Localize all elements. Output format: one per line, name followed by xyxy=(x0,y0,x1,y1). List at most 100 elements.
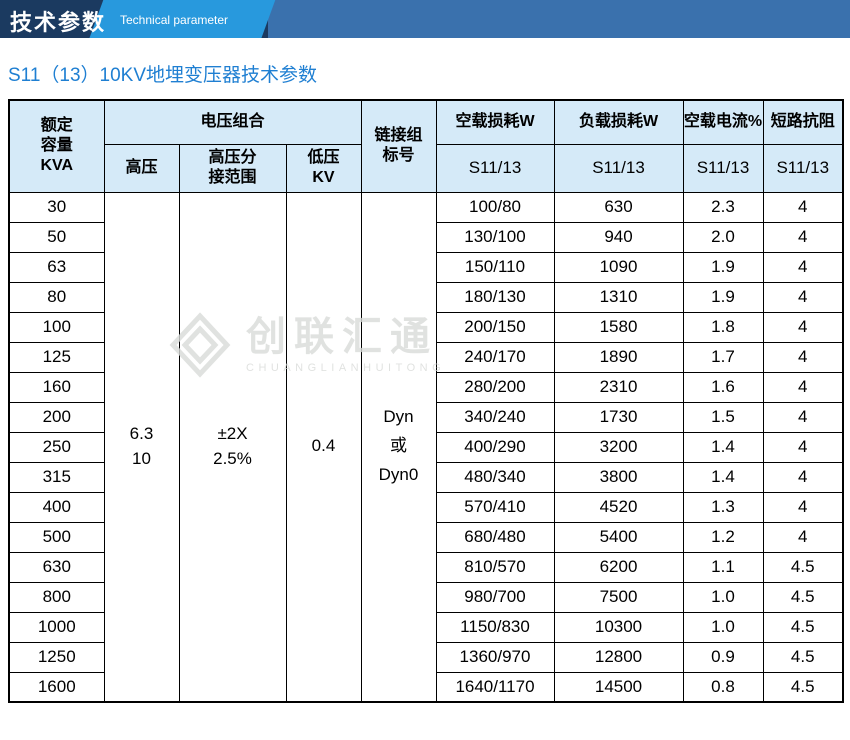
cell-load-loss: 1580 xyxy=(553,311,684,343)
header-sub-impedance: S11/13 xyxy=(762,143,844,193)
cell-short-circuit-impedance: 4 xyxy=(762,251,844,283)
header-sub-current: S11/13 xyxy=(682,143,764,193)
cell-rated-capacity: 500 xyxy=(8,521,105,553)
cell-no-load-loss: 1360/970 xyxy=(435,641,555,673)
cell-rated-capacity: 100 xyxy=(8,311,105,343)
cell-no-load-current: 1.9 xyxy=(682,251,764,283)
cell-no-load-loss: 200/150 xyxy=(435,311,555,343)
cell-rated-capacity: 630 xyxy=(8,551,105,583)
cell-no-load-current: 1.1 xyxy=(682,551,764,583)
header-short-circuit-impedance: 短路抗阻 xyxy=(762,99,844,145)
cell-short-circuit-impedance: 4 xyxy=(762,431,844,463)
cell-no-load-current: 1.3 xyxy=(682,491,764,523)
header-high-voltage: 高压 xyxy=(103,143,180,193)
cell-load-loss: 3200 xyxy=(553,431,684,463)
cell-no-load-current: 0.9 xyxy=(682,641,764,673)
cell-load-loss: 1090 xyxy=(553,251,684,283)
cell-no-load-loss: 100/80 xyxy=(435,191,555,223)
cell-load-loss: 10300 xyxy=(553,611,684,643)
table-row: 160 280/200 2310 1.6 4 xyxy=(8,371,844,403)
banner-right-strip xyxy=(268,0,850,38)
cell-rated-capacity: 80 xyxy=(8,281,105,313)
cell-no-load-current: 1.4 xyxy=(682,461,764,493)
cell-rated-capacity: 125 xyxy=(8,341,105,373)
cell-rated-capacity: 63 xyxy=(8,251,105,283)
cell-short-circuit-impedance: 4 xyxy=(762,401,844,433)
cell-rated-capacity: 250 xyxy=(8,431,105,463)
cell-short-circuit-impedance: 4.5 xyxy=(762,611,844,643)
top-banner: 技术参数 Technical parameter xyxy=(0,0,850,38)
cell-tap-range: ±2X 2.5% xyxy=(178,191,287,703)
cell-no-load-loss: 570/410 xyxy=(435,491,555,523)
cell-rated-capacity: 160 xyxy=(8,371,105,403)
table-row: 63 150/110 1090 1.9 4 xyxy=(8,251,844,283)
cell-no-load-current: 1.6 xyxy=(682,371,764,403)
cell-no-load-current: 2.0 xyxy=(682,221,764,253)
cell-no-load-loss: 1150/830 xyxy=(435,611,555,643)
cell-no-load-current: 1.0 xyxy=(682,581,764,613)
cell-no-load-current: 1.8 xyxy=(682,311,764,343)
cell-load-loss: 1890 xyxy=(553,341,684,373)
table-row: 400 570/410 4520 1.3 4 xyxy=(8,491,844,523)
cell-no-load-loss: 180/130 xyxy=(435,281,555,313)
cell-short-circuit-impedance: 4.5 xyxy=(762,581,844,613)
cell-load-loss: 7500 xyxy=(553,581,684,613)
cell-load-loss: 3800 xyxy=(553,461,684,493)
header-sub-no-load: S11/13 xyxy=(435,143,555,193)
cell-rated-capacity: 1000 xyxy=(8,611,105,643)
cell-no-load-loss: 400/290 xyxy=(435,431,555,463)
cell-no-load-current: 1.0 xyxy=(682,611,764,643)
cell-high-voltage: 6.3 10 xyxy=(103,191,180,703)
cell-no-load-current: 1.9 xyxy=(682,281,764,313)
table-row: 100 200/150 1580 1.8 4 xyxy=(8,311,844,343)
cell-no-load-loss: 810/570 xyxy=(435,551,555,583)
cell-short-circuit-impedance: 4 xyxy=(762,341,844,373)
cell-rated-capacity: 1600 xyxy=(8,671,105,703)
cell-low-voltage: 0.4 xyxy=(285,191,362,703)
cell-short-circuit-impedance: 4.5 xyxy=(762,551,844,583)
table-row: 1600 1640/1170 14500 0.8 4.5 xyxy=(8,671,844,703)
header-no-load-current: 空载电流% xyxy=(682,99,764,145)
cell-connection-group: Dyn 或 Dyn0 xyxy=(360,191,437,703)
cell-short-circuit-impedance: 4 xyxy=(762,371,844,403)
table-body: 30 6.3 10 ±2X 2.5% 0.4 Dyn 或 Dyn0 100/80 630 2.… xyxy=(8,191,844,703)
cell-load-loss: 6200 xyxy=(553,551,684,583)
header-no-load-loss: 空载损耗W xyxy=(435,99,555,145)
table-container: 额定 容量 KVA 电压组合 链接组 标号 空载损耗W 负载损耗W 空载电流% … xyxy=(8,99,844,703)
cell-no-load-loss: 150/110 xyxy=(435,251,555,283)
cell-load-loss: 5400 xyxy=(553,521,684,553)
cell-rated-capacity: 30 xyxy=(8,191,105,223)
cell-rated-capacity: 1250 xyxy=(8,641,105,673)
cell-load-loss: 1310 xyxy=(553,281,684,313)
cell-no-load-current: 1.2 xyxy=(682,521,764,553)
header-voltage-combo: 电压组合 xyxy=(103,99,362,145)
table-row: 315 480/340 3800 1.4 4 xyxy=(8,461,844,493)
cell-no-load-loss: 680/480 xyxy=(435,521,555,553)
spec-table: 额定 容量 KVA 电压组合 链接组 标号 空载损耗W 负载损耗W 空载电流% … xyxy=(8,99,844,703)
cell-short-circuit-impedance: 4 xyxy=(762,311,844,343)
table-row: 125 240/170 1890 1.7 4 xyxy=(8,341,844,373)
cell-load-loss: 630 xyxy=(553,191,684,223)
cell-no-load-loss: 480/340 xyxy=(435,461,555,493)
banner-title-cn: 技术参数 xyxy=(10,10,107,35)
header-rated-capacity: 额定 容量 KVA xyxy=(8,99,105,193)
cell-short-circuit-impedance: 4 xyxy=(762,191,844,223)
table-header-row-2: 高压 高压分 接范围 低压 KV S11/13 S11/13 S11/13 S1… xyxy=(9,143,844,193)
cell-short-circuit-impedance: 4 xyxy=(762,461,844,493)
cell-rated-capacity: 200 xyxy=(8,401,105,433)
cell-no-load-current: 1.7 xyxy=(682,341,764,373)
header-load-loss: 负载损耗W xyxy=(553,99,684,145)
header-tap-range: 高压分 接范围 xyxy=(178,143,287,193)
cell-no-load-loss: 340/240 xyxy=(435,401,555,433)
cell-rated-capacity: 400 xyxy=(8,491,105,523)
table-header: 额定 容量 KVA 电压组合 链接组 标号 空载损耗W 负载损耗W 空载电流% … xyxy=(8,99,844,193)
cell-no-load-loss: 240/170 xyxy=(435,341,555,373)
cell-load-loss: 2310 xyxy=(553,371,684,403)
cell-load-loss: 12800 xyxy=(553,641,684,673)
cell-load-loss: 940 xyxy=(553,221,684,253)
cell-rated-capacity: 800 xyxy=(8,581,105,613)
cell-no-load-loss: 1640/1170 xyxy=(435,671,555,703)
table-row: 500 680/480 5400 1.2 4 xyxy=(8,521,844,553)
cell-no-load-current: 1.5 xyxy=(682,401,764,433)
cell-no-load-loss: 980/700 xyxy=(435,581,555,613)
